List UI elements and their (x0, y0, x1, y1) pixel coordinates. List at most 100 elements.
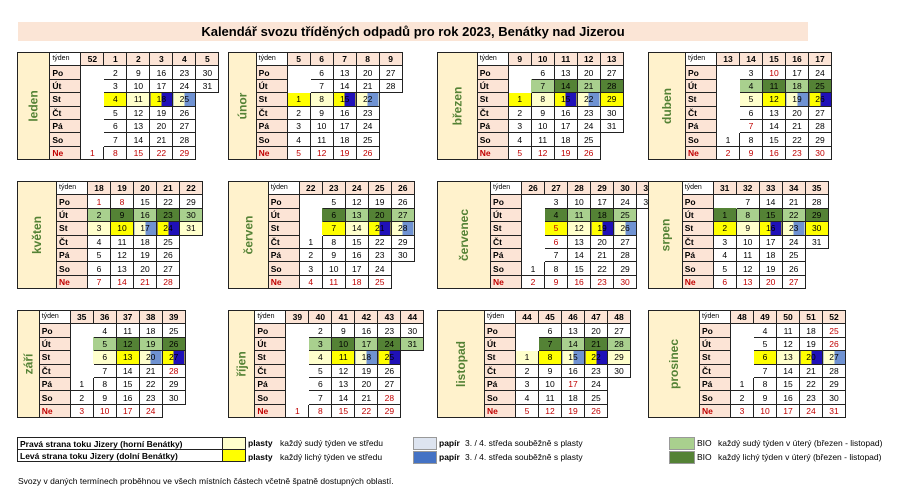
page-title: Kalendář svozu tříděných odpadů pro rok … (18, 22, 808, 41)
day-cell: 23 (377, 323, 402, 338)
day-cell (716, 65, 740, 80)
month-name: říjen (227, 309, 256, 419)
day-cell: 7 (538, 336, 563, 352)
day-cell: 2 (716, 145, 740, 161)
day-cell: 25 (576, 132, 601, 147)
legend-bio: BIO (697, 452, 712, 462)
day-cell: 5 (712, 261, 737, 276)
day-cell (285, 364, 309, 378)
day-cell (730, 364, 754, 378)
day-cell: 23 (138, 390, 163, 405)
day-label: St (681, 221, 714, 236)
day-cell (379, 119, 403, 133)
day-label: So (38, 390, 71, 405)
legend-plasty-even: každý sudý týden ve středu (280, 438, 384, 448)
day-cell (379, 92, 403, 107)
day-cell: 6 (712, 274, 737, 290)
week-number: 52 (80, 51, 105, 67)
day-cell: 21 (138, 363, 163, 378)
day-cell: 24 (172, 78, 197, 94)
day-cell: 12 (115, 336, 140, 352)
day-label: So (490, 261, 523, 276)
day-cell (80, 106, 104, 120)
week-number: 44 (515, 309, 540, 325)
day-cell (730, 350, 754, 365)
day-cell: 10 (538, 376, 563, 392)
day-cell: 15 (133, 194, 158, 209)
day-label: St (255, 92, 288, 107)
month-label: červen (241, 215, 256, 255)
day-cell: 18 (133, 234, 158, 249)
day-cell: 15 (126, 145, 151, 161)
week-number: 14 (739, 51, 763, 67)
day-cell: 13 (553, 65, 578, 80)
legend-plasty: plasty (248, 452, 273, 462)
day-cell: 6 (321, 207, 346, 223)
day-cell: 18 (332, 132, 357, 147)
day-cell: 25 (377, 350, 402, 365)
day-cell: 6 (103, 118, 128, 134)
day-cell: 14 (126, 132, 151, 147)
day-label: Ne (681, 274, 714, 290)
day-cell: 3 (712, 234, 737, 249)
day-label: Út (49, 78, 82, 94)
day-cell: 20 (354, 376, 379, 392)
day-label: Ne (685, 145, 717, 161)
day-cell: 1 (69, 376, 94, 392)
week-label: týden (484, 309, 517, 325)
day-cell (70, 350, 94, 365)
day-cell: 29 (607, 350, 632, 365)
week-number: 3 (149, 51, 174, 67)
day-cell: 24 (377, 336, 402, 352)
day-cell: 28 (161, 363, 186, 378)
month-1: únor týden 5 6 7 8 9 Po 6 13 20 27 Út 7 14 21 28 St 1 8 15 22… (228, 51, 403, 161)
day-cell (285, 337, 309, 351)
day-cell: 17 (590, 194, 615, 209)
day-label: St (699, 350, 732, 365)
day-cell (80, 132, 104, 147)
day-cell: 4 (286, 132, 311, 147)
day-cell (607, 377, 631, 391)
month-0: leden týden 52 1 2 3 4 5 Po 2 9 16 23 30 Út 3 10 17 24 31 St… (16, 51, 220, 161)
week-label: týden (476, 51, 509, 67)
day-cell (80, 65, 104, 80)
day-cell: 25 (367, 274, 392, 290)
day-cell: 12 (309, 145, 334, 161)
day-label: St (685, 92, 717, 107)
day-cell: 13 (115, 350, 140, 365)
day-cell: 8 (735, 207, 760, 223)
week-number: 7 (332, 51, 357, 67)
day-cell (162, 404, 186, 418)
day-cell: 19 (590, 221, 615, 236)
day-cell: 7 (735, 194, 760, 209)
day-cell: 28 (599, 78, 624, 94)
day-cell: 13 (126, 118, 151, 134)
day-cell: 20 (785, 105, 809, 120)
day-cell: 18 (138, 323, 163, 338)
day-cell (716, 106, 740, 120)
day-cell: 4 (92, 323, 117, 338)
week-label: týden (685, 51, 717, 67)
legend-right-bank: Pravá strana toku Jizery (horní Benátky) (17, 437, 223, 450)
day-cell: 14 (332, 78, 357, 94)
day-cell: 28 (390, 221, 415, 236)
day-cell: 24 (138, 403, 163, 419)
week-number: 1 (103, 51, 128, 67)
day-cell: 24 (355, 118, 380, 134)
day-cell: 16 (149, 65, 174, 80)
day-cell: 9 (92, 390, 117, 405)
day-cell: 23 (576, 105, 601, 120)
week-number: 41 (331, 309, 356, 325)
day-cell: 16 (762, 145, 786, 161)
day-label: Čt (685, 105, 717, 120)
day-cell: 8 (753, 376, 778, 392)
day-cell: 5 (103, 105, 128, 120)
day-cell (299, 194, 323, 209)
week-number: 30 (613, 180, 638, 196)
day-cell: 7 (739, 118, 763, 134)
month-2: březen týden 9 10 11 12 13 Po 6 13 20 27 Út 7 14 21 28 St… (437, 51, 624, 161)
day-cell: 4 (712, 247, 737, 263)
day-label: So (476, 132, 509, 147)
legend-papir-desc: 3. / 4. středa souběžně s plasty (465, 438, 583, 448)
week-number: 27 (544, 180, 569, 196)
